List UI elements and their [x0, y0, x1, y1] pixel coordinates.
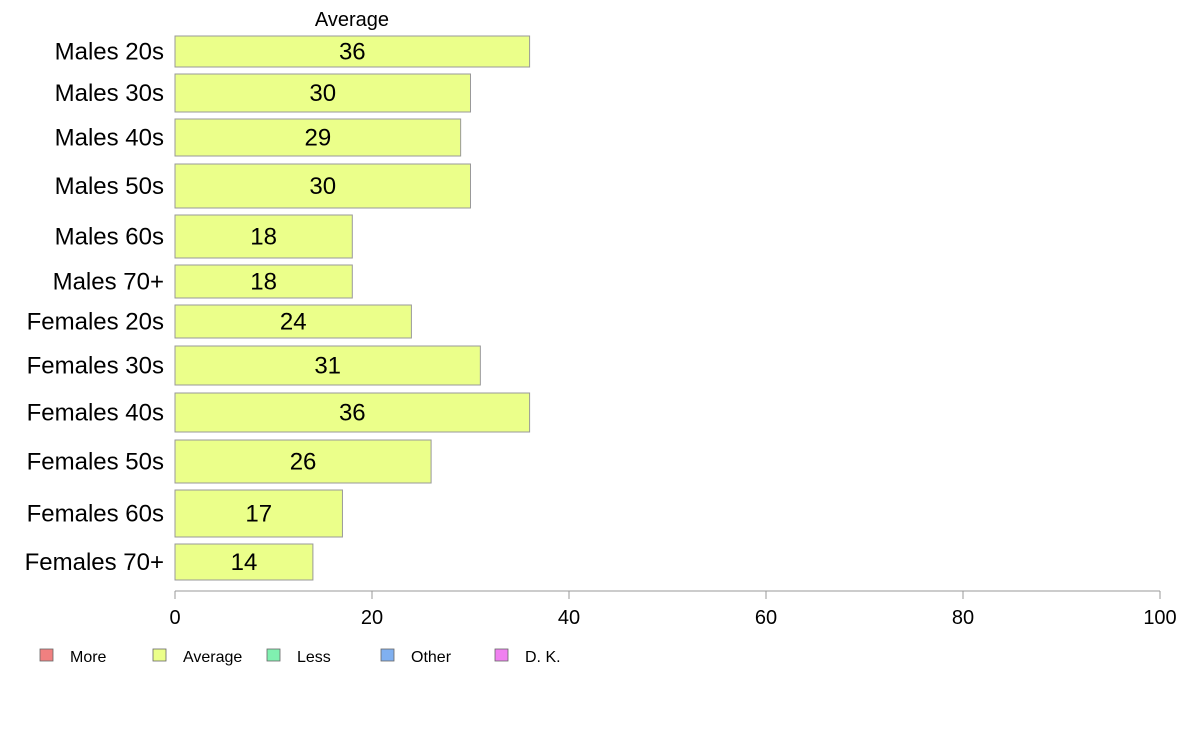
value-label-females-60s: 17: [245, 501, 272, 528]
legend: More Average Less Other D. K.: [39, 648, 561, 666]
category-label-males-50s: Males 50s: [55, 173, 164, 200]
category-label-females-60s: Females 60s: [27, 501, 164, 528]
value-label-females-50s: 26: [290, 449, 317, 476]
legend-swatch-average: [152, 648, 167, 662]
bar-males-40s: [174, 118, 462, 157]
category-label-males-30s: Males 30s: [55, 80, 164, 107]
value-label-males-20s: 36: [339, 39, 366, 66]
x-tick-label-20: 20: [361, 607, 383, 629]
bar-females-70: [174, 543, 314, 581]
value-label-males-60s: 18: [250, 224, 277, 251]
category-label-females-30s: Females 30s: [27, 353, 164, 380]
bar-females-40s: [174, 392, 531, 433]
bar-females-20s: [174, 304, 412, 339]
bar-males-50s: [174, 163, 471, 209]
legend-label-d-k: D. K.: [525, 649, 561, 666]
x-tick-label-100: 100: [1143, 607, 1176, 629]
x-tick-label-40: 40: [558, 607, 580, 629]
bar-males-30s: [174, 73, 471, 113]
legend-swatch-d-k: [494, 648, 509, 662]
bar-males-20s: [174, 35, 531, 68]
category-label-females-40s: Females 40s: [27, 400, 164, 427]
legend-swatch-more: [39, 648, 54, 662]
category-label-females-50s: Females 50s: [27, 449, 164, 476]
category-label-males-20s: Males 20s: [55, 39, 164, 66]
value-label-females-40s: 36: [339, 400, 366, 427]
category-label-females-20s: Females 20s: [27, 309, 164, 336]
bar-males-60s: [174, 214, 353, 259]
x-tick-label-0: 0: [169, 607, 180, 629]
bars-group: Males 20s 36 Males 30s 30 Males 40s 29 Males 5…: [25, 35, 531, 581]
value-label-males-70: 18: [250, 269, 277, 296]
value-label-males-50s: 30: [309, 173, 336, 200]
category-label-females-70: Females 70+: [25, 549, 164, 576]
legend-label-other: Other: [411, 649, 452, 666]
bar-females-50s: [174, 439, 432, 484]
x-tick-label-60: 60: [755, 607, 777, 629]
legend-label-average: Average: [183, 649, 242, 666]
x-tick-label-80: 80: [952, 607, 974, 629]
bar-females-60s: [174, 489, 343, 538]
category-label-males-40s: Males 40s: [55, 125, 164, 152]
value-label-males-40s: 29: [304, 125, 331, 152]
legend-swatch-less: [266, 648, 281, 662]
value-label-males-30s: 30: [309, 80, 336, 107]
category-label-males-70: Males 70+: [53, 269, 164, 296]
bar-males-70: [174, 264, 353, 299]
value-label-females-30s: 31: [314, 353, 341, 380]
x-axis: 0 20 40 60 80 100: [169, 590, 1177, 629]
bar-females-30s: [174, 345, 481, 386]
value-label-females-70: 14: [231, 549, 258, 576]
category-label-males-60s: Males 60s: [55, 224, 164, 251]
value-label-females-20s: 24: [280, 309, 307, 336]
legend-label-less: Less: [297, 649, 331, 666]
series-heading: Average: [315, 9, 389, 31]
legend-label-more: More: [70, 649, 107, 666]
legend-swatch-other: [380, 648, 395, 662]
